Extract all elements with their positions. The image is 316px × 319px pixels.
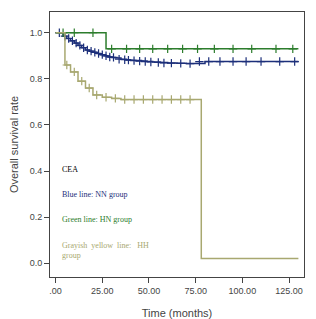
svg-text:.00: .00	[49, 286, 62, 296]
svg-text:50.00: 50.00	[138, 286, 161, 296]
svg-text:Overall survival rate: Overall survival rate	[8, 96, 20, 193]
svg-text:100.00: 100.00	[229, 286, 257, 296]
svg-text:1.0: 1.0	[30, 28, 43, 38]
svg-text:0.0: 0.0	[30, 258, 43, 268]
svg-text:0.4: 0.4	[30, 166, 43, 176]
svg-text:125.00: 125.00	[275, 286, 303, 296]
svg-text:Blue line: NN group: Blue line: NN group	[62, 190, 128, 199]
svg-text:0.6: 0.6	[30, 120, 43, 130]
svg-text:Grayish yellow line: HHgro: Grayish yellow line: HHgroup	[62, 241, 149, 260]
svg-text:75.00: 75.00	[184, 286, 207, 296]
svg-text:CEA: CEA	[62, 165, 78, 174]
svg-text:Green line: HN group: Green line: HN group	[62, 215, 132, 224]
svg-text:0.2: 0.2	[30, 212, 43, 222]
svg-text:25.00: 25.00	[91, 286, 114, 296]
svg-text:0.8: 0.8	[30, 74, 43, 84]
svg-text:Time (months): Time (months)	[142, 307, 213, 319]
